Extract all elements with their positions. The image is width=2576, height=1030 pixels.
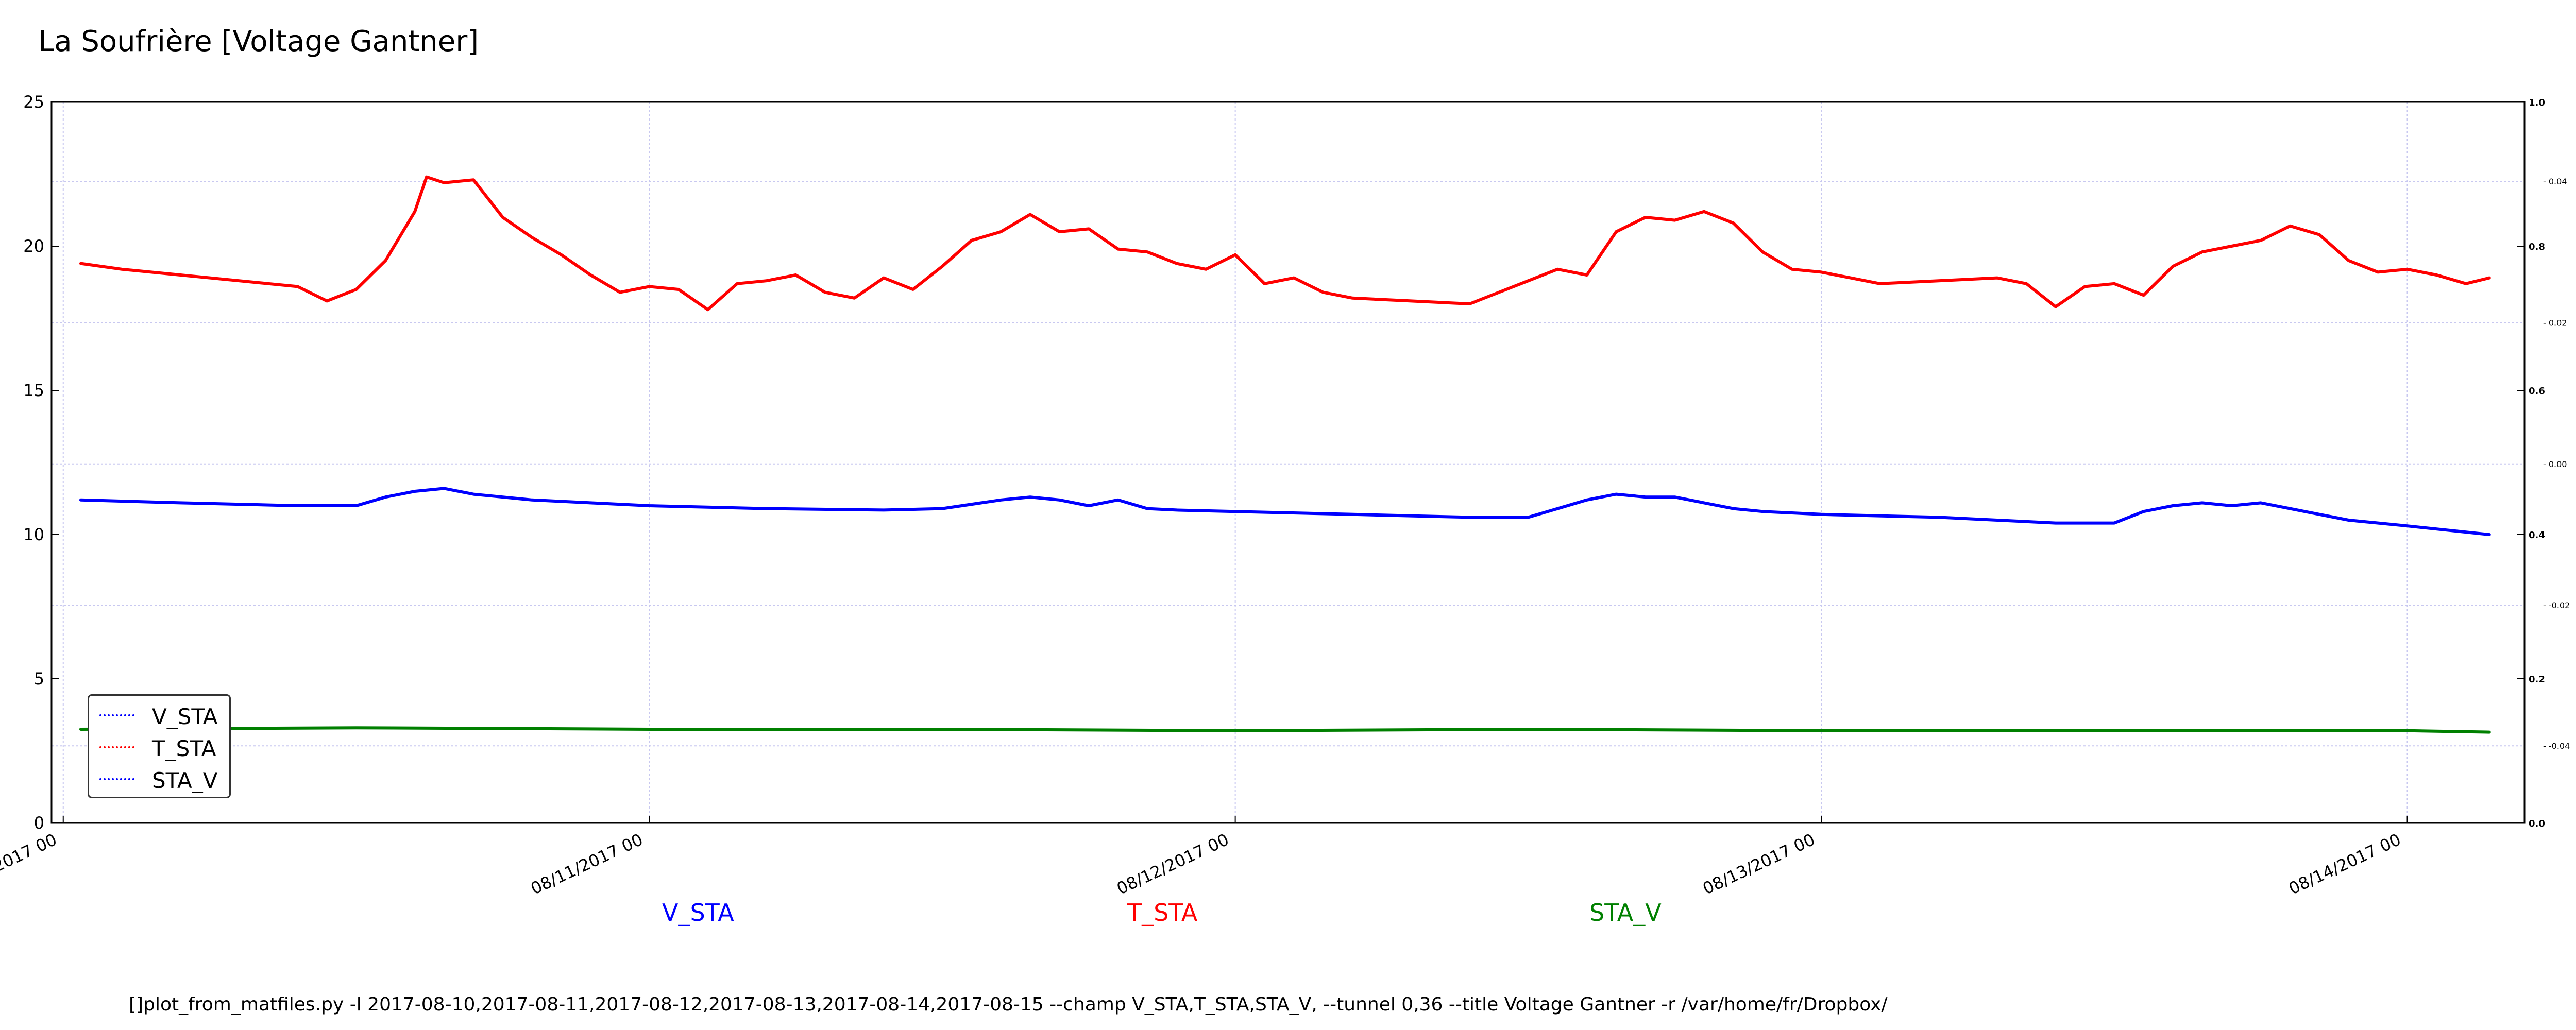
y2-tick-label: 0.4 <box>2529 530 2545 541</box>
plot-frame <box>50 101 2526 824</box>
chart-title: La Soufrière [Voltage Gantner] <box>38 25 479 58</box>
legend-swatch-sta-v <box>99 778 134 782</box>
x-tick-label: 08/12/2017 00 <box>1114 830 1232 899</box>
legend-item-v-sta: V_STA <box>99 702 218 731</box>
y2-tick-label: 0.0 <box>2529 818 2545 829</box>
y-tick-label: 15 <box>23 381 44 400</box>
y2-minor-tick-label: - 0.00 <box>2543 459 2567 469</box>
legend-swatch-t-sta <box>99 746 134 750</box>
y-tick-label: 10 <box>23 525 44 544</box>
legend-item-t-sta: T_STA <box>99 734 216 763</box>
legend-item-sta-v: STA_V <box>99 766 218 795</box>
y2-minor-tick-label: - -0.02 <box>2543 600 2570 610</box>
y-tick-label: 5 <box>34 669 44 689</box>
series-layer <box>79 175 2491 734</box>
y-tick-label: 0 <box>34 813 44 833</box>
legend-swatch-v-sta <box>99 714 134 718</box>
y2-tick-label: 1.0 <box>2529 97 2545 108</box>
footer-command: []plot_from_matfiles.py -l 2017-08-10,20… <box>129 994 1888 1015</box>
caption-t-sta: T_STA <box>1127 899 1198 926</box>
y2-tick-label: 0.6 <box>2529 386 2545 397</box>
series-line-t-sta <box>79 175 2491 312</box>
x-tick-label: 08/14/2017 00 <box>2286 830 2404 899</box>
series-line-v-sta <box>79 487 2491 536</box>
grid-lines <box>52 102 2524 823</box>
caption-v-sta: V_STA <box>662 899 734 926</box>
legend: V_STA T_STA STA_V <box>88 694 231 798</box>
y2-tick-label: 0.8 <box>2529 242 2545 252</box>
legend-label-t-sta: T_STA <box>152 735 216 761</box>
x-tick-label: 08/10/2017 00 <box>0 830 60 899</box>
axis-layer: 08/10/2017 00 08/11/2017 00 08/12/2017 00 0… <box>0 92 2570 899</box>
x-tick-label: 08/11/2017 00 <box>528 830 646 899</box>
series-line-sta-v <box>79 726 2491 734</box>
caption-sta-v: STA_V <box>1589 899 1662 926</box>
y2-tick-label: 0.2 <box>2529 674 2545 685</box>
y2-minor-tick-label: - 0.04 <box>2543 177 2567 186</box>
y-tick-label: 20 <box>23 236 44 256</box>
legend-label-sta-v: STA_V <box>152 767 218 793</box>
y2-minor-tick-label: - 0.02 <box>2543 318 2567 328</box>
legend-label-v-sta: V_STA <box>152 703 218 729</box>
x-tick-label: 08/13/2017 00 <box>1700 830 1818 899</box>
y-tick-label: 25 <box>23 92 44 112</box>
y2-minor-tick-label: - -0.04 <box>2543 741 2570 751</box>
